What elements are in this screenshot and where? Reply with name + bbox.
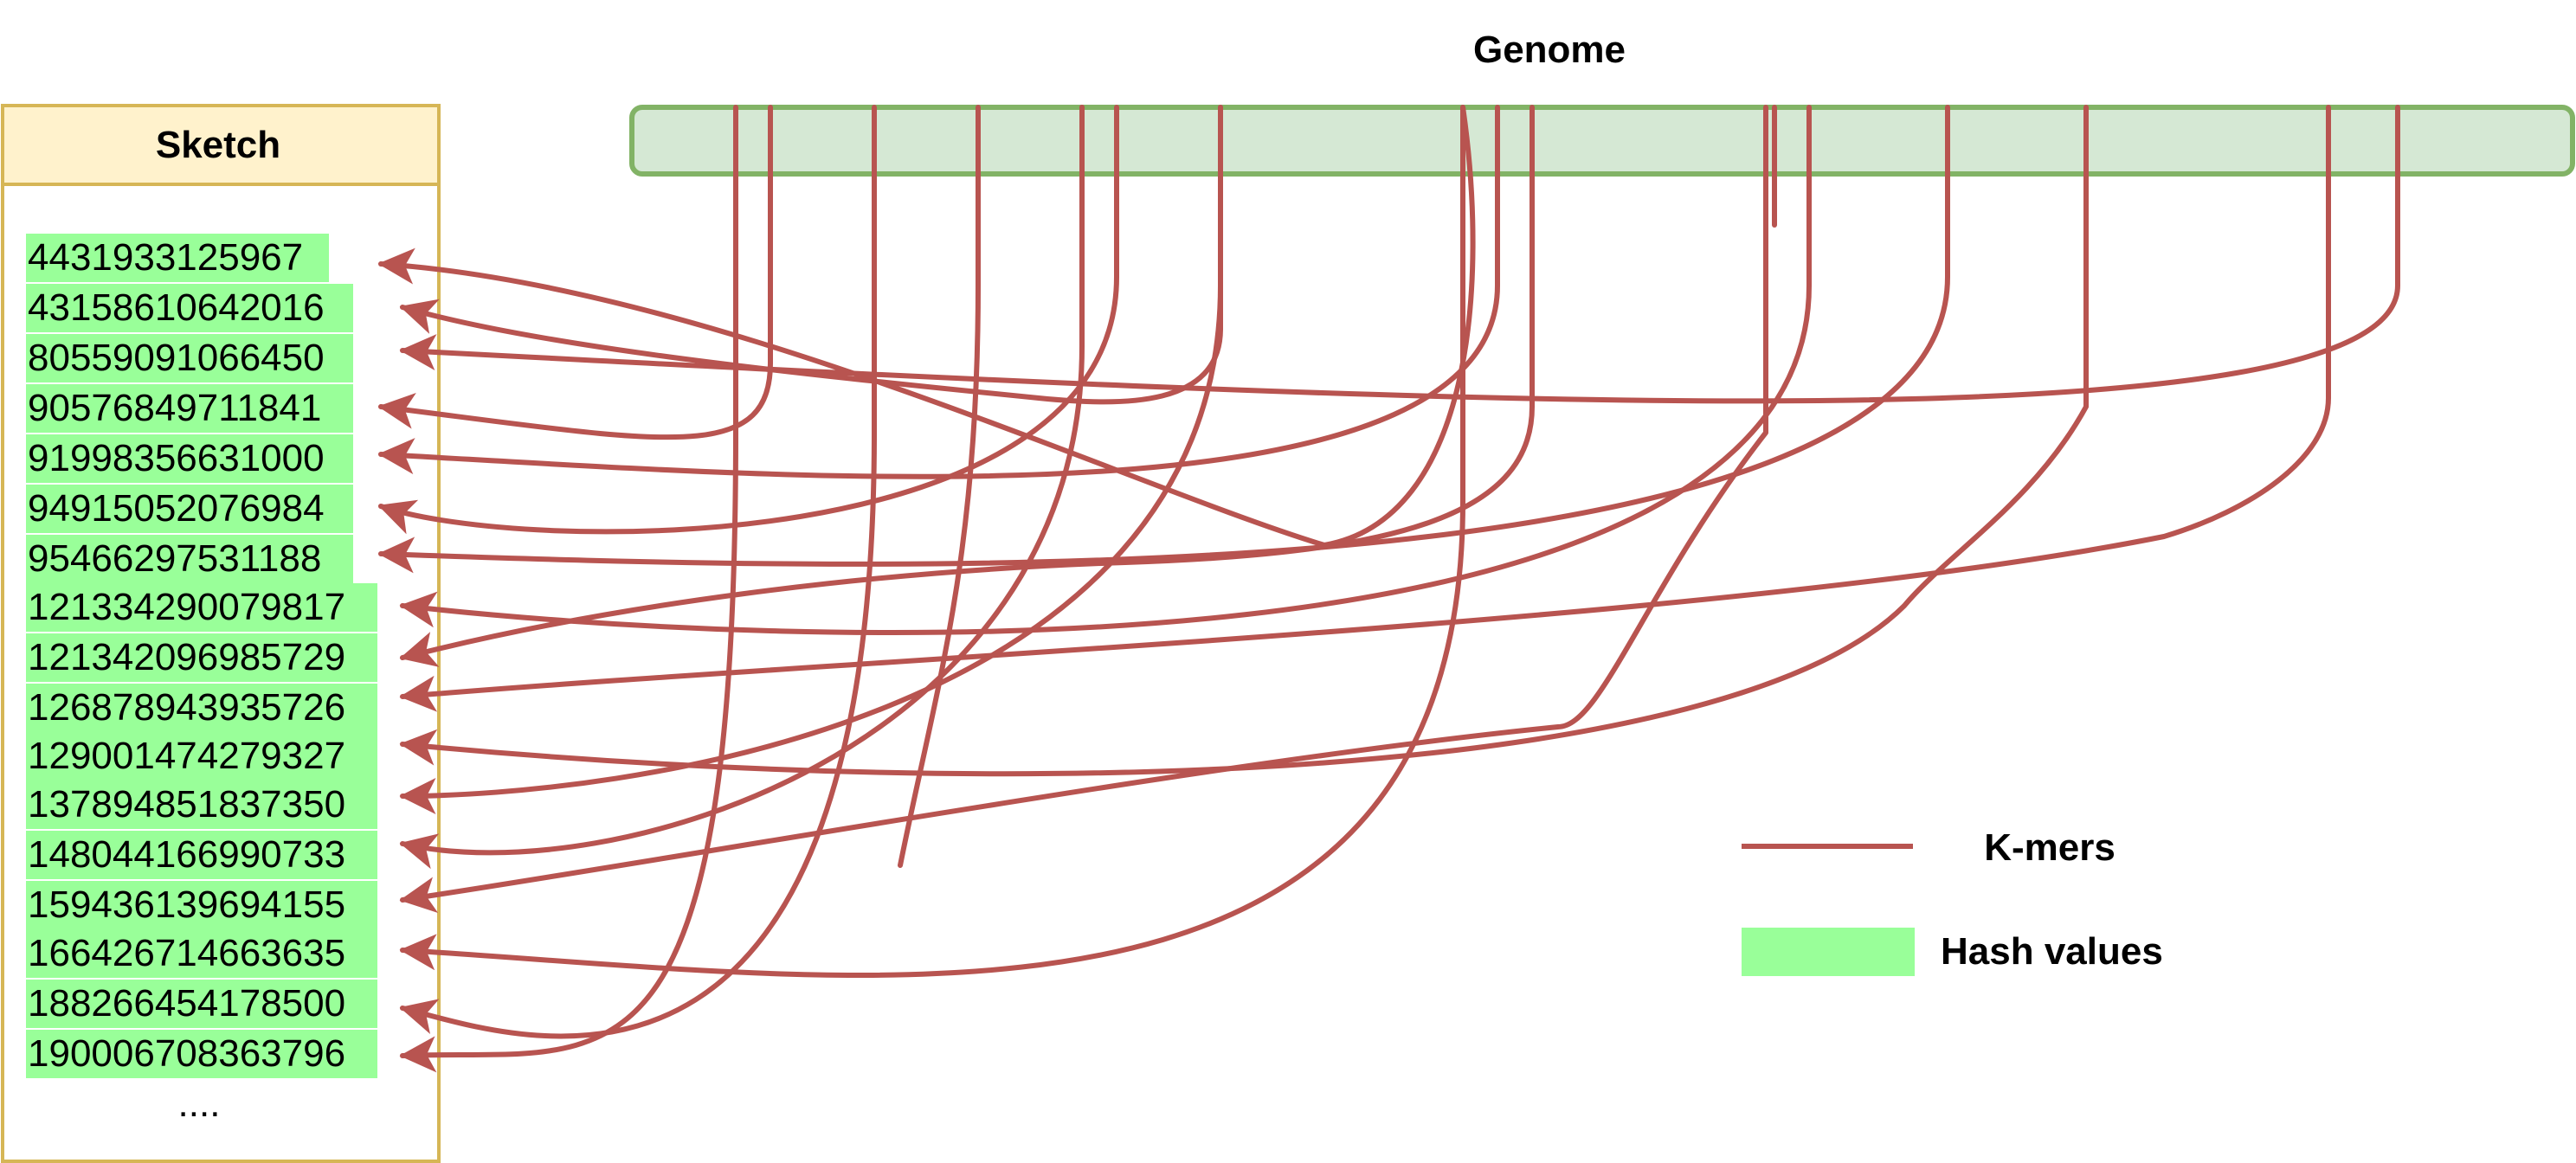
hash-value-text: 121334290079817 — [28, 586, 345, 628]
kmer-connector — [898, 105, 981, 868]
hash-value-highlight — [26, 929, 377, 978]
hash-value-text: 129001474279327 — [28, 735, 345, 777]
kmer-connector — [399, 105, 1812, 635]
hash-value-highlight — [26, 831, 377, 879]
hash-value-highlight — [26, 583, 377, 632]
hash-value-highlight — [26, 434, 353, 483]
kmer-connector — [399, 105, 738, 1073]
hash-value-text: 137894851837350 — [28, 783, 345, 826]
hash-value-row: 94915052076984 — [26, 485, 353, 533]
hash-value-text: 91998356631000 — [28, 437, 325, 479]
hash-value-row: 121342096985729 — [26, 633, 377, 682]
kmer-connectors — [377, 105, 2400, 1073]
hash-value-text: 166426714663635 — [28, 932, 345, 974]
hash-value-highlight — [26, 535, 353, 583]
genome-title: Genome — [1473, 29, 1626, 71]
hash-value-row: 166426714663635 — [26, 929, 377, 978]
hash-value-text: 4431933125967 — [28, 236, 303, 279]
hash-value-text: 80559091066450 — [28, 337, 325, 379]
hash-value-text: 148044166990733 — [28, 833, 345, 876]
hash-value-text: 121342096985729 — [28, 636, 345, 678]
hash-value-highlight — [26, 384, 353, 433]
hash-value-row: 80559091066450 — [26, 334, 353, 382]
hash-value-row: 129001474279327 — [26, 732, 377, 781]
kmer-connector — [399, 105, 2400, 404]
hash-value-row: 137894851837350 — [26, 781, 377, 829]
kmer-connector — [399, 105, 1223, 814]
hash-value-highlight — [26, 334, 353, 382]
hash-value-highlight — [26, 781, 377, 829]
kmer-connector — [399, 105, 2089, 777]
hash-value-row: 188266454178500 — [26, 980, 377, 1028]
hash-value-text: 126878943935726 — [28, 686, 345, 729]
hash-value-highlight — [26, 284, 353, 332]
hash-value-row: 148044166990733 — [26, 831, 377, 879]
sketch-title: Sketch — [156, 124, 280, 166]
kmer-connector — [377, 105, 1119, 535]
kmer-connector — [377, 105, 773, 440]
kmer-connector — [399, 105, 1768, 914]
kmer-connector — [399, 105, 1465, 978]
hash-value-highlight — [26, 684, 377, 732]
hash-value-text: 94915052076984 — [28, 487, 325, 530]
sketch-ellipsis: .... — [178, 1083, 221, 1125]
hash-value-row: 4431933125967 — [26, 234, 329, 282]
hash-value-highlight — [26, 234, 329, 282]
hash-value-row: 190006708363796 — [26, 1030, 377, 1078]
hash-value-text: 190006708363796 — [28, 1032, 345, 1075]
hash-value-text: 90576849711841 — [28, 387, 321, 429]
sketch-header — [1, 104, 441, 186]
kmer-connector — [399, 105, 1535, 667]
genome-bar — [629, 105, 2575, 177]
kmer-connector — [377, 105, 1476, 548]
hash-value-highlight — [26, 980, 377, 1028]
hash-value-row: 126878943935726 — [26, 684, 377, 732]
legend: K-mers Hash values — [1742, 826, 2163, 976]
kmer-connector — [399, 105, 877, 1039]
hash-value-row: 95466297531188 — [26, 535, 353, 583]
kmer-connector — [399, 105, 2331, 712]
legend-kmers-label: K-mers — [1984, 826, 2116, 869]
hash-value-highlight — [26, 485, 353, 533]
hash-value-text: 159436139694155 — [28, 883, 345, 926]
hash-value-row: 91998356631000 — [26, 434, 353, 483]
legend-hash-label: Hash values — [1941, 930, 2163, 973]
hash-value-list: 4431933125967 43158610642016 80559091066… — [26, 234, 377, 1125]
legend-hash-swatch — [1742, 928, 1915, 976]
hash-value-row: 43158610642016 — [26, 284, 353, 332]
hash-value-highlight — [26, 1030, 377, 1078]
hash-value-text: 188266454178500 — [28, 982, 345, 1025]
hash-value-text: 95466297531188 — [28, 537, 321, 580]
hash-value-highlight — [26, 881, 377, 929]
hash-value-row: 121334290079817 — [26, 583, 377, 632]
kmer-connector — [399, 105, 1085, 870]
kmer-connector — [377, 105, 1950, 574]
hash-value-highlight — [26, 633, 377, 682]
hash-value-row: 90576849711841 — [26, 384, 353, 433]
hash-value-highlight — [26, 732, 377, 781]
hash-value-text: 43158610642016 — [28, 286, 325, 329]
hash-value-row: 159436139694155 — [26, 881, 377, 929]
